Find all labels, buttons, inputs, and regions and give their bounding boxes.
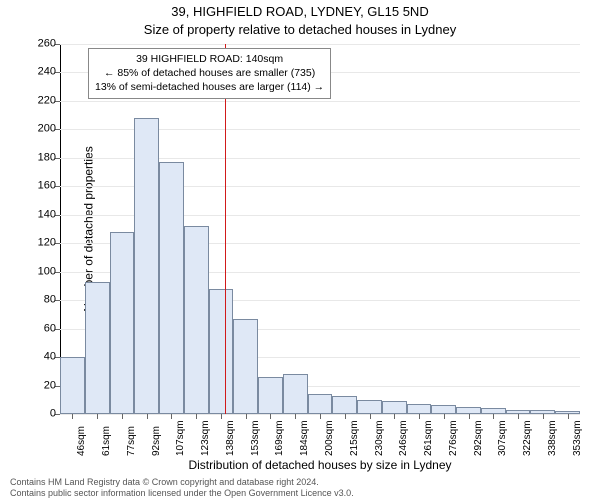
xtick-mark (270, 414, 271, 419)
xtick-mark (370, 414, 371, 419)
ytick-label: 200 (2, 124, 56, 135)
property-marker-line (225, 44, 226, 414)
xtick-label: 92sqm (151, 426, 162, 456)
histogram-bar (258, 377, 283, 414)
figure: 39, HIGHFIELD ROAD, LYDNEY, GL15 5ND Siz… (0, 0, 600, 500)
xtick-mark (72, 414, 73, 419)
xtick-label: 184sqm (299, 420, 310, 456)
plot-area: 020406080100120140160180200220240260 (60, 44, 580, 414)
info-line-2: ← 85% of detached houses are smaller (73… (95, 66, 324, 80)
xtick-label: 153sqm (250, 420, 261, 456)
xtick-label: 138sqm (225, 420, 236, 456)
ytick-label: 240 (2, 67, 56, 78)
footer-line-1: Contains HM Land Registry data © Crown c… (10, 477, 590, 487)
xtick-label: 169sqm (274, 420, 285, 456)
xtick-mark (122, 414, 123, 419)
histogram-bar (431, 405, 456, 414)
xtick-label: 107sqm (175, 420, 186, 456)
xtick-label: 200sqm (324, 420, 335, 456)
xtick-label: 338sqm (547, 420, 558, 456)
xtick-label: 322sqm (522, 420, 533, 456)
xtick-mark (171, 414, 172, 419)
ytick-label: 140 (2, 209, 56, 220)
xtick-mark (444, 414, 445, 419)
ytick-label: 260 (2, 39, 56, 50)
histogram-bar (357, 400, 382, 414)
info-annotation-box: 39 HIGHFIELD ROAD: 140sqm ← 85% of detac… (88, 48, 331, 99)
xtick-mark (345, 414, 346, 419)
chart-title-line1: 39, HIGHFIELD ROAD, LYDNEY, GL15 5ND (0, 4, 600, 19)
xtick-mark (320, 414, 321, 419)
xtick-mark (518, 414, 519, 419)
chart-title-line2: Size of property relative to detached ho… (0, 22, 600, 37)
histogram-bar (134, 118, 159, 414)
histogram-bar (209, 289, 234, 414)
histogram-bar (456, 407, 481, 414)
gridline (60, 101, 580, 102)
xtick-mark (295, 414, 296, 419)
histogram-bar (283, 374, 308, 414)
histogram-bar (382, 401, 407, 414)
xtick-mark (568, 414, 569, 419)
xtick-label: 46sqm (76, 426, 87, 456)
histogram-bar (110, 232, 135, 414)
x-axis-label: Distribution of detached houses by size … (60, 458, 580, 472)
footer-attribution: Contains HM Land Registry data © Crown c… (10, 477, 590, 498)
xtick-mark (493, 414, 494, 419)
histogram-bar (184, 226, 209, 414)
histogram-bar (233, 319, 258, 414)
xtick-label: 307sqm (497, 420, 508, 456)
xtick-label: 353sqm (572, 420, 583, 456)
histogram-bar (308, 394, 333, 414)
ytick-label: 180 (2, 152, 56, 163)
histogram-bar (60, 357, 85, 414)
xtick-label: 246sqm (398, 420, 409, 456)
ytick-label: 60 (2, 323, 56, 334)
xtick-mark (394, 414, 395, 419)
xtick-mark (469, 414, 470, 419)
xtick-label: 261sqm (423, 420, 434, 456)
xtick-label: 215sqm (349, 420, 360, 456)
histogram-bar (159, 162, 184, 414)
info-line-3: 13% of semi-detached houses are larger (… (95, 80, 324, 94)
xtick-label: 61sqm (101, 426, 112, 456)
footer-line-2: Contains public sector information licen… (10, 488, 590, 498)
xtick-mark (246, 414, 247, 419)
ytick-label: 20 (2, 380, 56, 391)
xtick-mark (419, 414, 420, 419)
ytick-label: 100 (2, 266, 56, 277)
info-line-1: 39 HIGHFIELD ROAD: 140sqm (95, 52, 324, 66)
xtick-mark (543, 414, 544, 419)
histogram-bar (407, 404, 432, 414)
histogram-bar (85, 282, 110, 414)
xtick-label: 77sqm (126, 426, 137, 456)
histogram-bar (332, 396, 357, 415)
ytick-label: 160 (2, 181, 56, 192)
xtick-label: 276sqm (448, 420, 459, 456)
ytick-label: 220 (2, 95, 56, 106)
xtick-mark (97, 414, 98, 419)
xtick-label: 230sqm (374, 420, 385, 456)
ytick-label: 80 (2, 295, 56, 306)
ytick-label: 40 (2, 352, 56, 363)
gridline (60, 44, 580, 45)
xtick-label: 123sqm (200, 420, 211, 456)
xtick-mark (221, 414, 222, 419)
xtick-label: 292sqm (473, 420, 484, 456)
xtick-mark (147, 414, 148, 419)
ytick-label: 0 (2, 409, 56, 420)
xtick-mark (196, 414, 197, 419)
ytick-label: 120 (2, 238, 56, 249)
